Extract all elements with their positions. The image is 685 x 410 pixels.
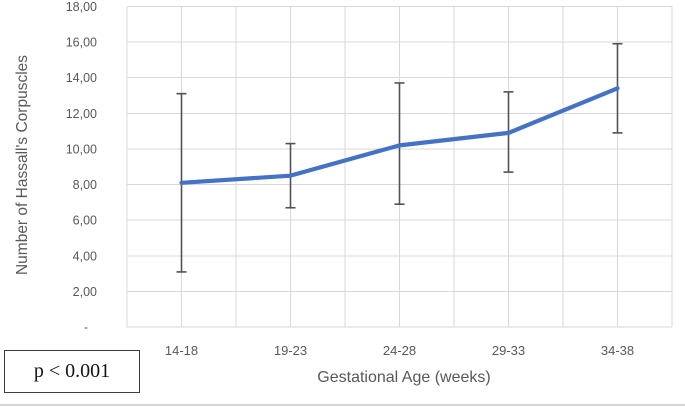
y-tick-label: 12,00 xyxy=(66,107,97,121)
x-tick-label: 14-18 xyxy=(165,343,198,358)
x-tick-label: 29-33 xyxy=(492,343,525,358)
y-axis-title: Number of Hassall's Corpuscles xyxy=(14,54,31,276)
y-tick-label: 8,00 xyxy=(73,178,97,192)
y-tick-label: 6,00 xyxy=(73,214,97,228)
bottom-divider xyxy=(0,404,685,406)
x-tick-label: 24-28 xyxy=(383,343,416,358)
x-axis-title: Gestational Age (weeks) xyxy=(317,369,491,386)
p-value-label: p < 0.001 xyxy=(33,360,111,382)
y-tick-label: 2,00 xyxy=(73,285,97,299)
data-line-series xyxy=(179,86,620,185)
y-tick-label: 4,00 xyxy=(73,249,97,263)
y-tick-label: 16,00 xyxy=(66,35,97,49)
p-value-box: p < 0.001 xyxy=(4,350,140,393)
y-tick-label: - xyxy=(84,321,88,335)
x-tick-label: 34-38 xyxy=(601,343,634,358)
y-tick-label: 14,00 xyxy=(66,71,97,85)
x-tick-label: 19-23 xyxy=(274,343,307,358)
y-tick-label: 18,00 xyxy=(66,0,97,14)
y-tick-label: 10,00 xyxy=(66,142,97,156)
